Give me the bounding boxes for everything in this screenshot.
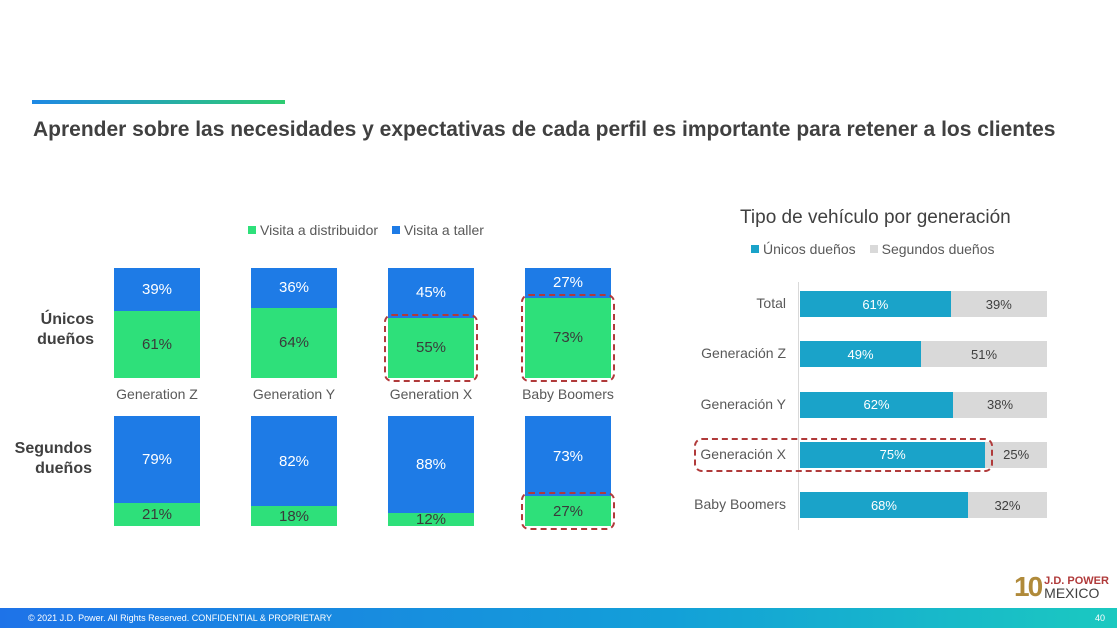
row-label-unicos: Únicos dueños (37, 311, 94, 348)
bar-segment-taller: 73% (525, 416, 611, 497)
legend-swatch-teal (751, 245, 759, 253)
bar-segment-distribuidor: 27% (525, 496, 611, 526)
category-label: Baby Boomers (694, 496, 786, 513)
legend-item-segundos: Segundos dueños (869, 241, 995, 257)
bar-segment-unicos: 61% (800, 291, 951, 317)
highlight-box (694, 437, 994, 472)
bar-segment-unicos: 62% (800, 391, 954, 418)
bar-segment-taller: 82% (251, 416, 337, 507)
logo-brand: J.D. POWER (1044, 575, 1109, 587)
right-chart-legend: Únicos dueños Segundos dueños (751, 241, 995, 257)
category-label: Baby Boomers (522, 386, 614, 402)
left-chart-legend: Visita a distribuidor Visita a taller (248, 222, 484, 238)
legend-swatch-green (248, 226, 256, 234)
logo-text: J.D. POWER MEXICO (1044, 574, 1109, 600)
stacked-bar--nicos-due-os-generation-x: 45% 55% (388, 268, 474, 378)
logo-country: MEXICO (1044, 585, 1100, 601)
bar-segment-segundos: 51% (921, 341, 1047, 368)
bar-segment-distribuidor: 61% (114, 310, 200, 378)
bar-segment-segundos: 38% (953, 391, 1047, 418)
stacked-bar-segundos-due-os-generation-x: 88% 12% (388, 416, 474, 528)
category-label: Generation Y (252, 386, 336, 402)
bar-segment-distribuidor: 18% (251, 506, 337, 526)
bar-segment-segundos: 25% (985, 441, 1047, 468)
legend-swatch-grey (869, 245, 878, 253)
legend-swatch-blue (392, 226, 401, 234)
footer-copyright: © 2021 J.D. Power. All Rights Reserved. … (28, 613, 333, 623)
bar-segment-unicos: 75% (800, 441, 986, 468)
stacked-bar--nicos-due-os-baby-boomers: 27% 73% (525, 268, 611, 378)
row-label-segundos: Segundos dueños (14, 440, 92, 477)
highlight-box (384, 313, 478, 382)
category-label: Generación Y (700, 395, 786, 412)
bar-segment-segundos: 32% (967, 492, 1047, 519)
logo-number: 10 (1014, 571, 1043, 602)
bar-segment-taller: 27% (525, 268, 611, 298)
right-chart-axis (798, 282, 799, 530)
bar-segment-distribuidor: 21% (114, 502, 200, 526)
stacked-bar--nicos-due-os-generation-z: 39% 61% (114, 268, 200, 378)
legend-label: Únicos dueños (763, 241, 856, 257)
stacked-bar-segundos-due-os-baby-boomers: 73% 27% (525, 416, 611, 526)
bar-segment-distribuidor: 73% (525, 297, 611, 378)
bar-segment-segundos: 39% (950, 291, 1047, 317)
bar-segment-taller: 45% (388, 268, 474, 318)
legend-label: Visita a taller (404, 222, 484, 238)
category-label: Generation X (389, 386, 473, 402)
category-label: Total (756, 295, 786, 311)
stacked-bar-segundos-due-os-generation-z: 79% 21% (114, 416, 200, 526)
jd-power-logo: 10 J.D. POWER MEXICO (1014, 571, 1109, 602)
stacked-bar--nicos-due-os-generation-y: 36% 64% (251, 268, 337, 378)
right-chart-title: Tipo de vehículo por generación (740, 207, 1011, 228)
accent-line (32, 100, 285, 104)
category-label: Generación X (700, 445, 786, 462)
bar-segment-unicos: 49% (800, 341, 922, 368)
page-number: 40 (1094, 613, 1105, 623)
legend-label: Segundos dueños (881, 241, 995, 257)
slide-title: Aprender sobre las necesidades y expecta… (33, 118, 1056, 141)
bar-segment-taller: 88% (388, 416, 474, 513)
bar-segment-taller: 36% (251, 268, 337, 308)
highlight-box (521, 492, 615, 530)
bar-segment-unicos: 68% (800, 492, 968, 519)
bar-segment-taller: 79% (114, 416, 200, 503)
highlight-box (521, 293, 615, 382)
legend-item-unicos: Únicos dueños (751, 241, 856, 257)
footer-bar: © 2021 J.D. Power. All Rights Reserved. … (0, 608, 1117, 628)
bar-segment-distribuidor: 55% (388, 317, 474, 378)
category-label: Generación Z (701, 345, 786, 362)
legend-label: Visita a distribuidor (260, 222, 379, 238)
stacked-bar-segundos-due-os-generation-y: 82% 18% (251, 416, 337, 526)
legend-item-taller: Visita a taller (392, 222, 484, 238)
legend-item-distribuidor: Visita a distribuidor (248, 222, 378, 238)
bar-segment-taller: 39% (114, 268, 200, 311)
bar-segment-distribuidor: 12% (388, 511, 474, 528)
category-label: Generation Z (116, 386, 198, 402)
bar-segment-distribuidor: 64% (251, 307, 337, 378)
